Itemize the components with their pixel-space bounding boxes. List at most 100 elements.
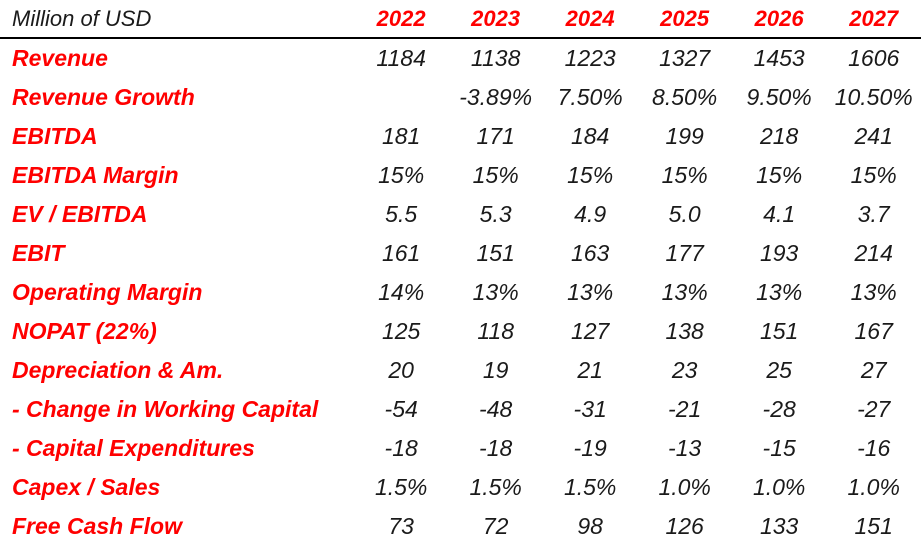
value-cell: 1223 [564, 45, 616, 71]
value-cell: 5.0 [668, 201, 701, 227]
value-cell: 21 [577, 357, 603, 383]
value-cell: 13% [472, 279, 519, 305]
value-cell: 171 [476, 123, 515, 149]
value-cell: 1.5% [563, 474, 617, 500]
value-cell: -15 [762, 435, 796, 461]
value-cell: 151 [476, 240, 515, 266]
value-cell: 163 [570, 240, 610, 266]
row-label: - Capital Expenditures [12, 435, 255, 461]
value-cell: 126 [665, 513, 704, 539]
value-cell: 27 [860, 357, 887, 383]
value-cell: 241 [854, 123, 893, 149]
value-cell: -27 [857, 396, 891, 422]
row-label: EBITDA [12, 123, 98, 149]
row-label: EBIT [12, 240, 65, 266]
value-cell: 1453 [753, 45, 805, 71]
value-cell: 1.5% [374, 474, 428, 500]
value-cell: 184 [570, 123, 610, 149]
value-cell: 199 [665, 123, 704, 149]
value-cell: 13% [850, 279, 897, 305]
value-cell: 98 [577, 513, 603, 539]
value-cell: -54 [384, 396, 418, 422]
value-cell: 8.50% [652, 84, 718, 110]
year-header-2023: 2023 [448, 0, 543, 39]
table-row: - Change in Working Capital -54 -48 -31 -21 -… [0, 390, 921, 429]
value-cell: -18 [479, 435, 513, 461]
value-cell: -16 [857, 435, 891, 461]
row-label: EV / EBITDA [12, 201, 148, 227]
value-cell: 1184 [376, 45, 426, 71]
value-cell: 13% [661, 279, 708, 305]
table-row: Free Cash Flow 73 72 98 126 133 151 [0, 507, 921, 546]
value-cell: 181 [381, 123, 421, 149]
value-cell: 1.0% [847, 474, 900, 500]
value-cell: 1.0% [658, 474, 711, 500]
value-cell: 9.50% [746, 84, 812, 110]
row-label: Revenue [12, 45, 108, 71]
value-cell: 13% [567, 279, 614, 305]
year-header-2026: 2026 [731, 0, 827, 39]
value-cell: 15% [756, 162, 803, 188]
value-cell: 193 [759, 240, 799, 266]
value-cell: 15% [850, 162, 897, 188]
row-label: Operating Margin [12, 279, 203, 305]
table-row: EV / EBITDA 5.5 5.3 4.9 5.0 4.1 3.7 [0, 195, 921, 234]
value-cell: -13 [668, 435, 702, 461]
row-label: Depreciation & Am. [12, 357, 224, 383]
table-row: EBITDA Margin 15% 15% 15% 15% 15% 15% [0, 156, 921, 195]
value-cell: 177 [665, 240, 704, 266]
value-cell: 19 [482, 357, 509, 383]
row-label: Free Cash Flow [12, 513, 182, 539]
row-label: EBITDA Margin [12, 162, 179, 188]
value-cell: 125 [381, 318, 421, 344]
value-cell: 4.1 [763, 201, 796, 227]
value-cell: 1606 [848, 45, 900, 71]
value-cell: 13% [756, 279, 803, 305]
value-cell: 118 [477, 318, 514, 344]
value-cell: 133 [759, 513, 799, 539]
table-row: EBITDA 181 171 184 199 218 241 [0, 117, 921, 156]
value-cell: 72 [482, 513, 509, 539]
row-label: - Change in Working Capital [12, 396, 319, 422]
value-cell: -3.89% [459, 84, 533, 110]
value-cell: 218 [759, 123, 799, 149]
value-cell: 138 [665, 318, 704, 344]
value-cell: 5.3 [479, 201, 512, 227]
year-header-2022: 2022 [353, 0, 449, 39]
table-row: Operating Margin 14% 13% 13% 13% 13% 13% [0, 273, 921, 312]
year-header-2027: 2027 [826, 0, 921, 39]
value-cell: 151 [854, 513, 893, 539]
table-row: NOPAT (22%) 125 118 127 138 151 167 [0, 312, 921, 351]
value-cell: 73 [388, 513, 414, 539]
year-header-2024: 2024 [542, 0, 638, 39]
value-cell: 15% [661, 162, 708, 188]
value-cell [354, 78, 449, 117]
value-cell: 23 [671, 357, 698, 383]
value-cell: 4.9 [574, 201, 607, 227]
unit-label: Million of USD [0, 0, 354, 39]
value-cell: -28 [762, 396, 796, 422]
value-cell: 214 [854, 240, 893, 266]
value-cell: -48 [479, 396, 513, 422]
value-cell: -31 [573, 396, 607, 422]
year-header-2025: 2025 [637, 0, 732, 39]
value-cell: 7.50% [557, 84, 623, 110]
value-cell: 25 [766, 357, 792, 383]
value-cell: 1.0% [752, 474, 806, 500]
table-row: Capex / Sales 1.5% 1.5% 1.5% 1.0% 1.0% 1.0% [0, 468, 921, 507]
table-row: Revenue Growth -3.89% 7.50% 8.50% 9.50% 10.50… [0, 78, 921, 117]
row-label: Capex / Sales [12, 474, 161, 500]
value-cell: -18 [384, 435, 418, 461]
value-cell: 151 [759, 318, 799, 344]
value-cell: 5.5 [385, 201, 418, 227]
row-label: NOPAT (22%) [12, 318, 157, 344]
value-cell: 14% [378, 279, 425, 305]
table-row: - Capital Expenditures -18 -18 -19 -13 -15 -16 [0, 429, 921, 468]
value-cell: -21 [668, 396, 702, 422]
header-row: Million of USD 2022 2023 2024 2025 2026 … [0, 0, 921, 39]
value-cell: 15% [378, 162, 425, 188]
table-row: Revenue 1184 1138 1223 1327 1453 1606 [0, 38, 921, 78]
table-row: Depreciation & Am. 20 19 21 23 25 27 [0, 351, 921, 390]
